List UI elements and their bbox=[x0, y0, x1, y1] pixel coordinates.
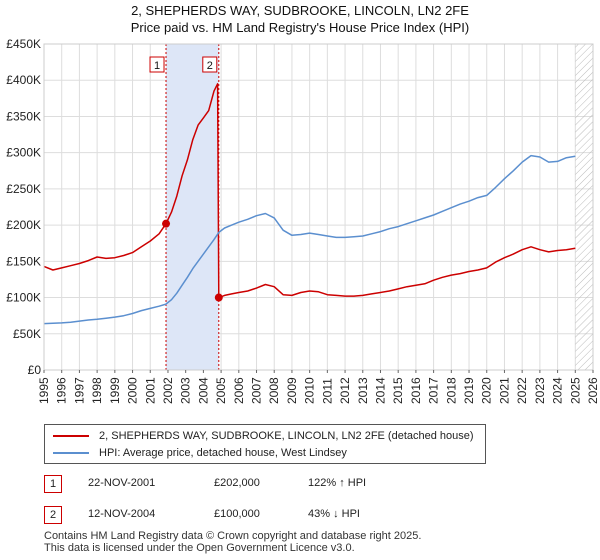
y-tick-label: £50K bbox=[13, 327, 41, 341]
event-date: 22-NOV-2001 bbox=[88, 477, 156, 489]
plot-border bbox=[43, 43, 594, 371]
event-price: £202,000 bbox=[214, 477, 260, 489]
x-tick-label: 2010 bbox=[303, 377, 317, 404]
y-tick-label: £450K bbox=[6, 37, 41, 51]
y-tick-label: £350K bbox=[6, 109, 41, 123]
x-tick-label: 2006 bbox=[232, 377, 246, 404]
property-line-swatch bbox=[53, 435, 89, 437]
x-tick-label: 2012 bbox=[338, 377, 352, 404]
event-box-1 bbox=[149, 56, 165, 73]
x-tick-label: 2025 bbox=[568, 377, 582, 404]
footer-copyright: Contains HM Land Registry data © Crown c… bbox=[44, 530, 422, 542]
x-tick-label: 2008 bbox=[267, 377, 281, 404]
x-tick-label: 2001 bbox=[143, 377, 157, 404]
event-badge: 2 bbox=[44, 506, 62, 524]
x-tick-label: 2018 bbox=[444, 377, 458, 404]
x-tick-label: 2017 bbox=[427, 377, 441, 404]
y-tick-label: £150K bbox=[6, 254, 41, 268]
series-line-property bbox=[44, 83, 576, 299]
legend: 2, SHEPHERDS WAY, SUDBROOKE, LINCOLN, LN… bbox=[44, 424, 486, 464]
event-point-1 bbox=[162, 219, 171, 228]
x-tick-label: 2019 bbox=[462, 377, 476, 404]
event-row-1: 1 22-NOV-2001 £202,000 122% ↑ HPI bbox=[44, 475, 444, 493]
chart-subtitle: Price paid vs. HM Land Registry's House … bbox=[130, 20, 470, 35]
price-chart: £0 £50K £100K £150K £200K £250K £300K £350K £400… bbox=[6, 37, 600, 404]
x-tick-label: 2022 bbox=[515, 377, 529, 404]
x-tick-label: 2024 bbox=[551, 377, 565, 404]
x-tick-label: 1999 bbox=[108, 377, 122, 404]
x-tick-label: 2009 bbox=[285, 377, 299, 404]
event-box-label-1: 1 bbox=[154, 60, 160, 72]
event-point-2 bbox=[214, 293, 223, 302]
x-tick-label: 2013 bbox=[356, 377, 370, 404]
footer: Contains HM Land Registry data © Crown c… bbox=[44, 530, 421, 554]
legend-label-property: 2, SHEPHERDS WAY, SUDBROOKE, LINCOLN, LN… bbox=[99, 430, 474, 442]
event-row-2: 2 12-NOV-2004 £100,000 43% ↓ HPI bbox=[44, 506, 444, 524]
event-box-2 bbox=[202, 56, 218, 73]
forecast-hatch bbox=[575, 44, 593, 370]
legend-item-hpi: HPI: Average price, detached house, West… bbox=[53, 445, 347, 461]
y-tick-label: £100K bbox=[6, 291, 41, 305]
x-tick-label: 1998 bbox=[90, 377, 104, 404]
x-tick-label: 2011 bbox=[320, 378, 334, 404]
x-tick-label: 1996 bbox=[55, 377, 69, 404]
x-tick-label: 2014 bbox=[373, 377, 387, 404]
event-date: 12-NOV-2004 bbox=[88, 508, 156, 520]
x-tick-label: 2020 bbox=[480, 377, 494, 404]
event-hpi-change: 122% ↑ HPI bbox=[308, 477, 367, 489]
x-tick-label: 1997 bbox=[72, 377, 86, 404]
legend-label-hpi: HPI: Average price, detached house, West… bbox=[99, 447, 347, 459]
x-tick-label: 2005 bbox=[214, 377, 228, 404]
x-tick-label: 2007 bbox=[250, 377, 264, 404]
chart-title: 2, SHEPHERDS WAY, SUDBROOKE, LINCOLN, LN… bbox=[131, 3, 469, 18]
event-box-label-2: 2 bbox=[207, 60, 213, 72]
y-tick-label: £0 bbox=[28, 363, 42, 377]
ownership-period-shade bbox=[166, 44, 219, 370]
series-line-hpi bbox=[44, 154, 576, 325]
footer-license: This data is licensed under the Open Gov… bbox=[44, 542, 355, 554]
legend-item-property: 2, SHEPHERDS WAY, SUDBROOKE, LINCOLN, LN… bbox=[53, 428, 474, 444]
x-tick-label: 1995 bbox=[37, 377, 51, 404]
x-tick-label: 2021 bbox=[497, 377, 511, 404]
event-price: £100,000 bbox=[214, 508, 260, 520]
x-tick-label: 2003 bbox=[179, 377, 193, 404]
y-tick-label: £250K bbox=[6, 182, 41, 196]
y-tick-label: £400K bbox=[6, 73, 41, 87]
x-tick-label: 2026 bbox=[586, 377, 600, 404]
y-tick-label: £300K bbox=[6, 146, 41, 160]
plot-area bbox=[44, 44, 593, 370]
x-tick-label: 2004 bbox=[196, 377, 210, 404]
x-tick-label: 2023 bbox=[533, 377, 547, 404]
y-tick-label: £200K bbox=[6, 218, 41, 232]
x-tick-label: 2000 bbox=[126, 377, 140, 404]
event-hpi-change: 43% ↓ HPI bbox=[308, 508, 360, 520]
x-tick-label: 2016 bbox=[409, 377, 423, 404]
event-badge: 1 bbox=[44, 475, 62, 493]
x-tick-label: 2002 bbox=[161, 377, 175, 404]
x-tick-label: 2015 bbox=[391, 377, 405, 404]
hpi-line-swatch bbox=[53, 452, 89, 454]
